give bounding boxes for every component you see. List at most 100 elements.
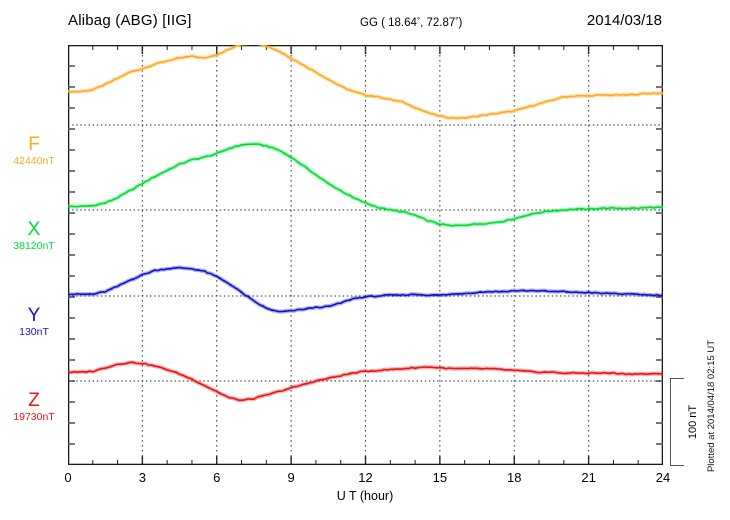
trace-line-Y xyxy=(68,266,663,313)
trace-sample-X xyxy=(218,151,221,153)
x-tick-label-0: 0 xyxy=(64,470,72,485)
trace-sample-Z xyxy=(631,373,633,376)
observation-date: 2014/03/18 xyxy=(586,12,662,29)
coordinates-lat-part: GG ( 18.64 xyxy=(360,17,417,29)
trace-sample-X xyxy=(197,158,200,160)
trace-sample-Z xyxy=(500,368,503,371)
trace-sample-Y xyxy=(262,305,265,308)
trace-sample-Z xyxy=(197,381,200,384)
trace-sample-F xyxy=(457,117,460,120)
trace-sample-Y xyxy=(327,305,330,308)
trace-sample-F xyxy=(110,80,113,83)
x-tick-label-15: 15 xyxy=(432,470,448,485)
trace-sample-X xyxy=(522,215,525,218)
trace-sample-X xyxy=(457,224,460,227)
trace-sample-Z xyxy=(132,361,134,364)
trace-sample-Z xyxy=(153,365,156,368)
component-letter-Y: Y xyxy=(27,305,41,326)
trace-sample-F xyxy=(631,93,633,96)
trace-sample-Y xyxy=(652,294,655,297)
trace-sample-Y xyxy=(435,294,438,296)
x-tick-label-18: 18 xyxy=(507,470,522,485)
trace-sample-Z xyxy=(68,371,69,374)
component-baseline-Z: 19730nT xyxy=(13,411,55,423)
trace-sample-Z xyxy=(218,392,221,395)
trace-sample-Z xyxy=(587,372,590,375)
trace-sample-X xyxy=(392,209,395,212)
trace-sample-Y xyxy=(110,287,113,290)
trace-sample-Y xyxy=(566,291,568,293)
trace-sample-F xyxy=(479,114,482,117)
trace-line-Z xyxy=(68,361,663,402)
trace-sample-Y xyxy=(457,293,460,295)
trace-sample-F xyxy=(153,63,156,66)
trace-sample-X xyxy=(370,204,373,207)
trace-sample-X xyxy=(652,206,655,209)
scale-bar-label: 100 nT xyxy=(687,404,700,440)
trace-sample-F xyxy=(500,111,503,114)
trace-sample-Y xyxy=(175,266,178,269)
trace-sample-F xyxy=(88,89,91,92)
trace-sample-X xyxy=(153,175,156,178)
trace-sample-Z xyxy=(305,382,308,385)
trace-sample-F xyxy=(349,89,351,92)
trace-sample-Y xyxy=(284,310,286,313)
trace-sample-Z xyxy=(414,367,416,370)
trace-sample-X xyxy=(68,205,69,208)
component-letter-X: X xyxy=(27,219,41,240)
trace-sample-Y xyxy=(88,293,91,296)
trace-group-Z xyxy=(68,360,663,403)
trace-sample-X xyxy=(305,166,308,169)
trace-sample-F xyxy=(68,90,69,93)
trace-sample-Z xyxy=(240,399,243,402)
trace-sample-F xyxy=(218,52,221,55)
trace-sample-Z xyxy=(88,370,91,373)
trace-sample-Y xyxy=(631,292,633,295)
trace-sample-X xyxy=(175,164,178,167)
trace-sample-Z xyxy=(457,367,460,370)
degree-symbol-icon: ° xyxy=(416,16,421,25)
trace-sample-X xyxy=(544,210,547,213)
component-label-Z: Z 19730nT xyxy=(0,391,68,424)
component-letter-Z: Z xyxy=(28,390,40,411)
trace-sample-F xyxy=(305,66,308,69)
trace-sample-Z xyxy=(609,372,612,375)
trace-sample-X xyxy=(566,209,568,212)
trace-sample-Z xyxy=(652,372,655,375)
component-label-X: X 38120nT xyxy=(0,220,68,253)
trace-sample-X xyxy=(240,144,243,146)
x-tick-label-24: 24 xyxy=(655,470,671,485)
trace-sample-Z xyxy=(392,368,395,371)
trace-sample-X xyxy=(349,194,351,197)
trace-sample-Z xyxy=(327,377,330,380)
trace-sample-F xyxy=(435,114,438,117)
page-title: Alibag (ABG) [IIG] xyxy=(68,12,192,29)
trace-sample-Y xyxy=(392,294,395,296)
trace-group-F xyxy=(68,45,663,121)
x-axis-title: U T (hour) xyxy=(336,489,394,503)
trace-sample-F xyxy=(197,56,200,59)
trace-sample-X xyxy=(609,206,612,209)
x-tick-label-3: 3 xyxy=(138,470,146,485)
trace-line-F xyxy=(68,45,663,120)
scale-bar: 100 nT xyxy=(670,378,699,466)
component-label-F: F 42440nT xyxy=(0,135,68,168)
trace-sample-Z xyxy=(110,365,113,368)
trace-sample-Y xyxy=(500,290,503,293)
trace-sample-Y xyxy=(349,299,351,302)
trace-sample-X xyxy=(587,207,590,210)
trace-sample-X xyxy=(262,144,265,147)
trace-group-X xyxy=(68,141,663,228)
component-baseline-X: 38120nT xyxy=(13,240,55,252)
plot-timestamp: Plotted at 2014/04/18 02:15 UT xyxy=(706,340,717,473)
magnetogram-svg xyxy=(68,45,663,465)
trace-sample-F xyxy=(132,70,134,73)
coordinates-close-paren: ) xyxy=(458,17,463,29)
trace-sample-X xyxy=(132,188,134,191)
trace-sample-F xyxy=(544,100,547,103)
trace-sample-Y xyxy=(370,295,373,297)
component-baseline-F: 42440nT xyxy=(13,155,55,167)
trace-sample-Z xyxy=(544,371,547,373)
trace-sample-Z xyxy=(370,369,373,372)
trace-sample-F xyxy=(587,94,590,97)
